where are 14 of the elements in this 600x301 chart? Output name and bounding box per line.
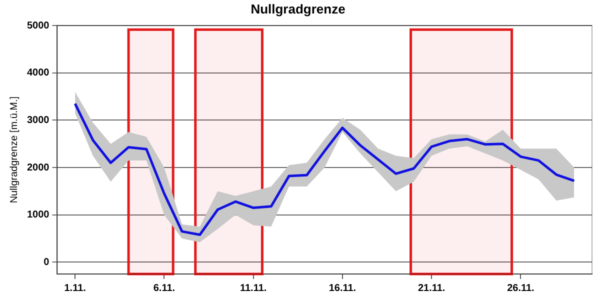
x-tick-label: 11.11. [240,282,267,294]
y-tick-label: 0 [44,256,50,268]
y-tick-label: 5000 [26,20,50,32]
x-tick-label: 21.11. [418,282,446,294]
x-tick-label: 1.11. [64,282,86,294]
y-axis-title: Nullgradgrenze [m.ü.M.] [8,96,20,204]
x-tick-label: 26.11. [507,282,535,294]
y-tick-label: 3000 [26,114,50,126]
x-tick-label: 16.11. [328,282,356,294]
y-tick-label: 2000 [26,162,50,174]
chart-title: Nullgradgrenze [250,1,346,16]
x-tick-label: 6.11. [153,282,176,294]
y-tick-label: 4000 [26,68,50,79]
y-tick-label: 1000 [26,210,50,221]
